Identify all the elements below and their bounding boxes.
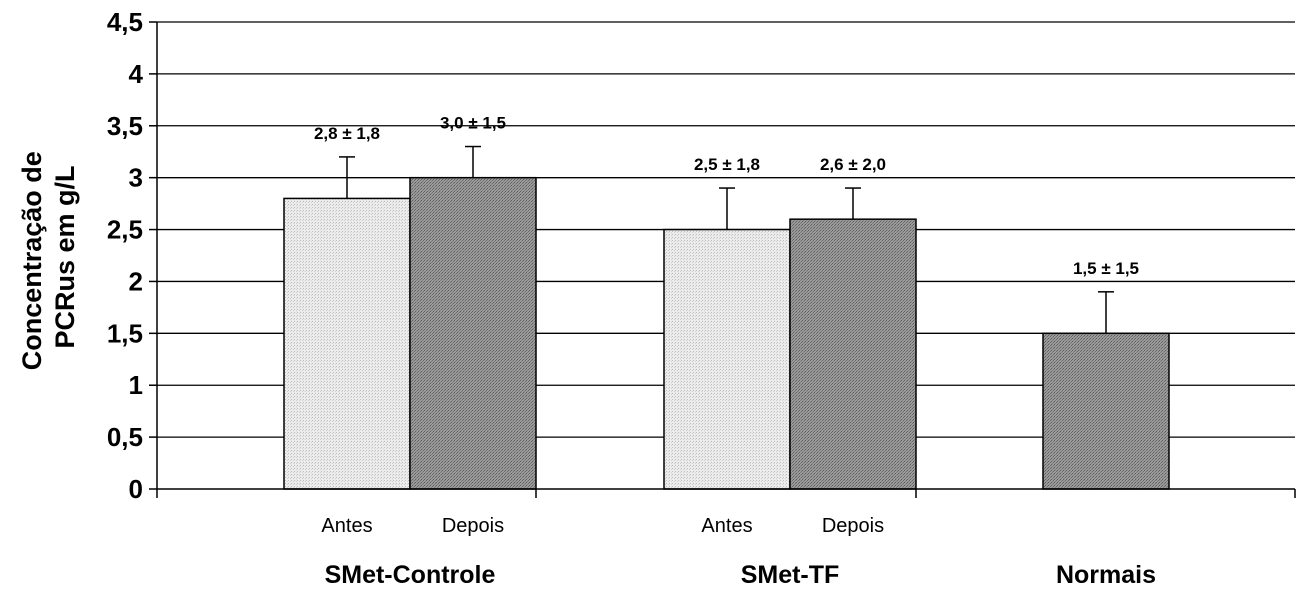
bar-smet-tf-depois (789, 218, 917, 490)
x-group-label: SMet-Controle (325, 561, 496, 589)
bar-normais-value (1042, 332, 1170, 490)
labels: 0 0,5 1 1,5 2 2,5 3 3,5 4 4,5 2,8 ± 1,8 Antes 3,0 ± … (107, 7, 1156, 589)
y-tick-label: 1,5 (107, 318, 143, 348)
data-label: 2,8 ± 1,8 (314, 124, 380, 143)
y-tick-label: 4 (129, 59, 144, 89)
data-label: 2,6 ± 2,0 (820, 155, 886, 174)
bar-smet-tf-antes (663, 228, 791, 490)
bar-smet-controle-depois (409, 176, 537, 490)
x-group-label: SMet-TF (741, 561, 840, 589)
y-tick-label: 1 (129, 370, 143, 400)
data-label: 3,0 ± 1,5 (440, 114, 506, 133)
data-label: 1,5 ± 1,5 (1073, 259, 1139, 278)
y-tick-label: 2 (129, 266, 143, 296)
x-sub-label: Antes (701, 515, 752, 537)
y-tick-label: 2,5 (107, 215, 143, 245)
data-label: 2,5 ± 1,8 (694, 155, 760, 174)
x-group-label: Normais (1056, 561, 1156, 589)
y-tick-label: 4,5 (107, 7, 143, 37)
y-tick-label: 3,5 (107, 111, 143, 141)
axes (149, 21, 1296, 498)
x-sub-label: Antes (321, 515, 372, 537)
bars (283, 145, 1170, 490)
x-sub-label: Depois (442, 515, 504, 537)
y-axis-label-line-1: Concentração de (17, 151, 47, 370)
bar-smet-controle-antes (283, 197, 411, 490)
y-tick-label: 3 (129, 163, 143, 193)
x-sub-label: Depois (822, 515, 884, 537)
y-axis-label-line-2: PCRus em g/L (50, 165, 80, 348)
y-tick-label: 0,5 (107, 422, 143, 452)
y-tick-label: 0 (129, 474, 143, 504)
y-axis-label: Concentração de PCRus em g/L (17, 144, 80, 371)
